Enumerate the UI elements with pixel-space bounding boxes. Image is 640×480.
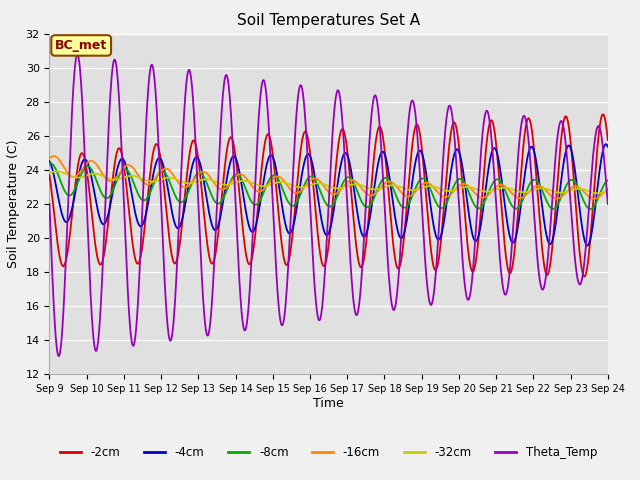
Y-axis label: Soil Temperature (C): Soil Temperature (C) [7, 140, 20, 268]
X-axis label: Time: Time [313, 397, 344, 410]
Text: BC_met: BC_met [55, 39, 108, 52]
Title: Soil Temperatures Set A: Soil Temperatures Set A [237, 13, 420, 28]
Legend: -2cm, -4cm, -8cm, -16cm, -32cm, Theta_Temp: -2cm, -4cm, -8cm, -16cm, -32cm, Theta_Te… [55, 442, 602, 464]
